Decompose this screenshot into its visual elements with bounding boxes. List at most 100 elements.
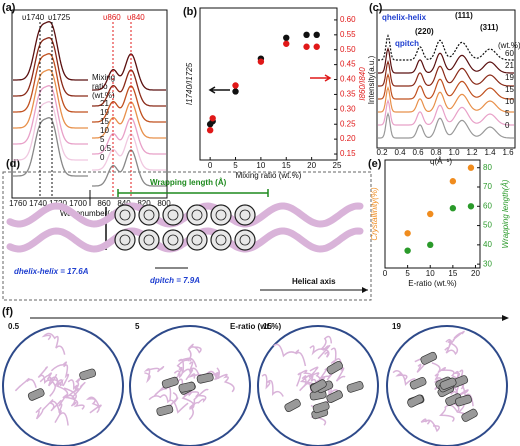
chain	[309, 344, 331, 360]
plot-frame	[384, 159, 481, 269]
cluster	[420, 351, 438, 365]
curve-label: 5	[100, 135, 105, 144]
cluster	[79, 368, 97, 381]
chain	[439, 400, 460, 423]
x-tick-label: 1.4	[484, 148, 496, 157]
x-tick-label: 860	[97, 199, 111, 208]
spectrum	[92, 85, 166, 123]
annotation: qhelix-helix	[382, 13, 427, 22]
chain	[70, 381, 86, 407]
curve-label: 21	[505, 61, 514, 70]
peak-label: υ1725	[48, 13, 71, 22]
fullerene-inner	[167, 234, 179, 246]
spectrum	[13, 85, 88, 145]
wrapping-label: Wrapping length (Å)	[150, 178, 227, 187]
chain	[444, 339, 459, 356]
spectrum	[13, 117, 88, 177]
curve-label: 60	[505, 49, 514, 58]
chain	[35, 398, 54, 420]
cluster	[346, 381, 364, 393]
x-axis-label: Mixing ratio (wt.%)	[236, 171, 302, 180]
y2-tick-label: 0.35	[340, 90, 356, 99]
y2-tick-label: 0.30	[340, 104, 356, 113]
x-axis-label: Wavenumber(cm⁻¹)	[60, 209, 130, 218]
y2-axis-label: Wrapping length(Å)	[501, 179, 510, 248]
fullerene	[138, 229, 160, 251]
chain	[296, 369, 313, 392]
chain	[173, 357, 198, 379]
chain	[320, 335, 333, 358]
fullerene-inner	[119, 209, 131, 221]
curve-label: 15	[100, 117, 109, 126]
curve-label: 15	[505, 85, 514, 94]
spectrum	[378, 47, 514, 74]
curve-label: 19	[505, 73, 514, 82]
fullerene	[162, 229, 184, 251]
point	[313, 43, 320, 50]
fullerene-inner	[143, 234, 155, 246]
frame-a	[11, 9, 168, 199]
spectrum	[92, 149, 166, 187]
polymer-helix	[6, 202, 364, 228]
legend-title: Mixing	[92, 73, 115, 82]
fullerene-inner	[191, 234, 203, 246]
pitch-distance: dpitch = 7.9A	[150, 276, 200, 285]
peak-label: υ860	[103, 13, 121, 22]
legend-title: (wt.%)	[92, 91, 115, 100]
y-axis-label: Intensity(a.u.)	[367, 55, 376, 104]
y-axis-label: Crystallinity(%)	[370, 187, 379, 241]
fullerene	[210, 229, 232, 251]
chain	[392, 370, 416, 386]
point	[449, 205, 457, 212]
point	[283, 34, 290, 42]
chain	[148, 394, 189, 414]
spectrum	[13, 37, 88, 97]
y2-tick-label: 0.25	[340, 119, 356, 128]
spectrum	[13, 21, 88, 81]
y2-tick-label: 50	[483, 221, 492, 230]
panel-ratio: 19	[392, 322, 401, 331]
chain	[204, 370, 220, 381]
panel-label: (c)	[369, 2, 383, 14]
x-tick-label: 840	[117, 199, 131, 208]
x-tick-label: 1.2	[466, 148, 478, 157]
cluster	[407, 394, 424, 408]
fullerene-inner	[191, 209, 203, 221]
fullerene	[186, 204, 208, 226]
spectrum	[92, 53, 166, 91]
cluster	[161, 376, 179, 389]
fullerene	[234, 204, 256, 226]
y2-tick-label: 80	[483, 163, 492, 172]
x-tick-label: 0.8	[430, 148, 442, 157]
spectrum	[378, 86, 514, 113]
spectrum	[92, 69, 166, 107]
cluster	[409, 377, 427, 390]
x-tick-label: 5	[405, 269, 410, 278]
curve-label: 5	[505, 109, 510, 118]
curve-label: 21	[100, 99, 109, 108]
x-tick-label: 0.4	[394, 148, 406, 157]
chain	[186, 391, 207, 409]
chain	[143, 366, 165, 384]
cluster	[178, 381, 196, 393]
y2-axis-label: I860/I840	[358, 67, 367, 101]
chain	[187, 343, 202, 362]
cluster	[326, 390, 343, 404]
frame-d	[2, 171, 372, 301]
x-tick-label: 820	[137, 199, 151, 208]
fullerene	[210, 204, 232, 226]
chain	[330, 347, 346, 382]
x-tick-label: 1760	[9, 199, 27, 208]
legend-title: ratio	[92, 82, 108, 91]
cluster	[445, 393, 462, 406]
x-tick-label: 0	[208, 161, 213, 170]
point	[404, 247, 411, 254]
spectrum	[378, 34, 514, 61]
axis-label: Helical axis	[292, 277, 336, 286]
point	[283, 40, 290, 47]
axis-hint-arrow	[310, 74, 332, 82]
y2-tick-label: 0.15	[340, 149, 356, 158]
fullerene	[162, 204, 184, 226]
fullerene	[114, 229, 136, 251]
x-tick-label: 25	[333, 161, 342, 170]
